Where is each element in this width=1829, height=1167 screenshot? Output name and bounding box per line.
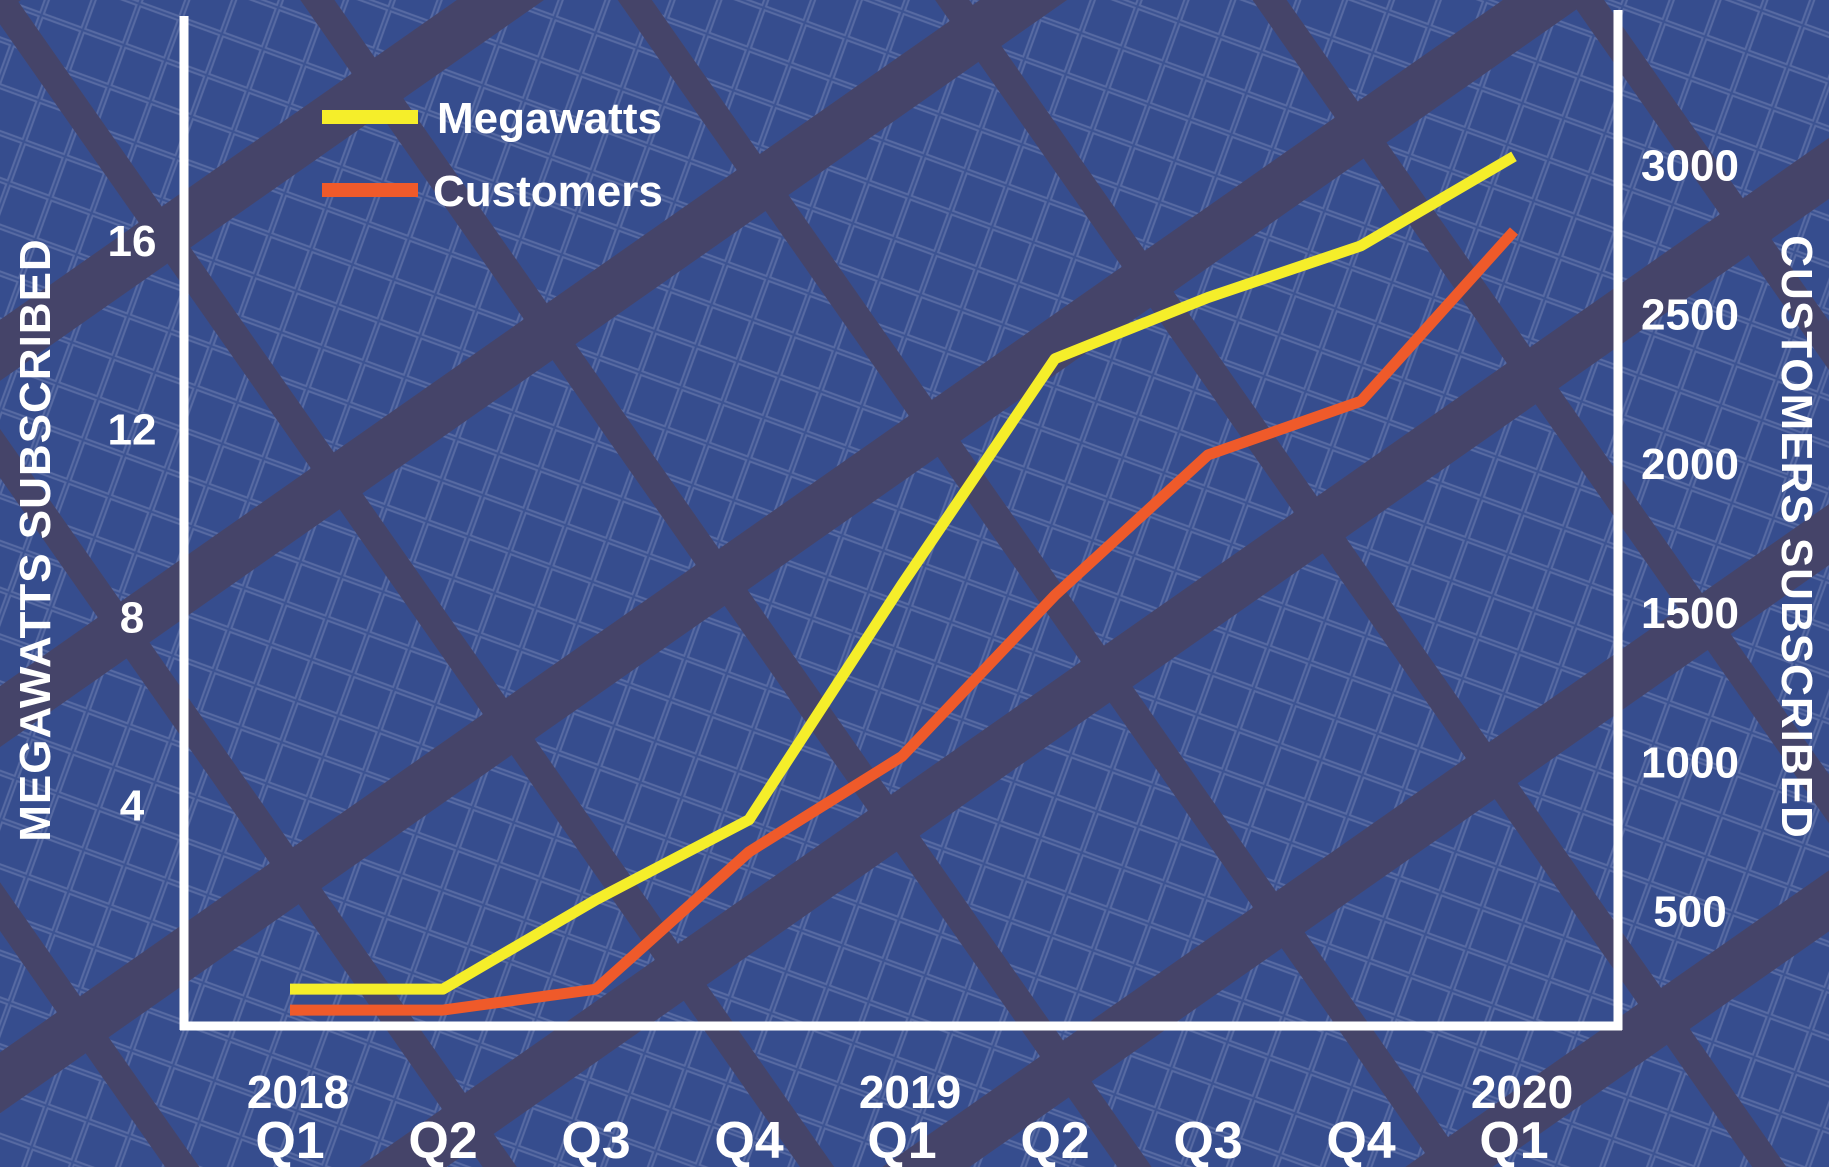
- x-tick-label: Q1: [867, 1112, 936, 1167]
- y-left-ticks: 4 8 12 16: [108, 217, 157, 831]
- x-tick-label: Q1: [1479, 1112, 1548, 1167]
- y-left-tick-label: 12: [108, 405, 157, 454]
- y-right-axis-title: CUSTOMERS SUBSCRIBED: [1772, 235, 1821, 838]
- series-line-customers: [290, 227, 1519, 1016]
- x-tick-label: Q2: [408, 1112, 477, 1167]
- legend-label-customers: Customers: [433, 167, 663, 216]
- y-left-axis-title: MEGAWATTS SUBSCRIBED: [11, 238, 60, 841]
- x-year-label: 2019: [859, 1066, 961, 1118]
- y-right-tick-label: 2500: [1641, 291, 1739, 340]
- legend: Megawatts Customers: [322, 94, 663, 216]
- x-tick-label: Q4: [1326, 1112, 1395, 1167]
- x-tick-label: Q2: [1020, 1112, 1089, 1167]
- x-year-label: 2018: [247, 1066, 349, 1118]
- y-right-tick-label: 3000: [1641, 141, 1739, 190]
- axes-frame: [179, 10, 1623, 1031]
- y-left-tick-label: 4: [120, 782, 145, 831]
- x-tick-label: Q1: [255, 1112, 324, 1167]
- y-right-tick-label: 1500: [1641, 589, 1739, 638]
- x-tick-label: Q3: [1173, 1112, 1242, 1167]
- y-right-tick-label: 500: [1653, 888, 1726, 937]
- y-right-ticks: 500 1000 1500 2000 2500 3000: [1641, 141, 1739, 936]
- x-year-label: 2020: [1471, 1066, 1573, 1118]
- x-tick-label: Q4: [714, 1112, 783, 1167]
- legend-label-megawatts: Megawatts: [437, 94, 662, 143]
- y-right-tick-label: 2000: [1641, 440, 1739, 489]
- y-right-tick-label: 1000: [1641, 738, 1739, 787]
- x-tick-label: Q3: [561, 1112, 630, 1167]
- series-line-megawatts: [290, 151, 1517, 995]
- series-lines: [290, 151, 1519, 1016]
- y-left-tick-label: 8: [120, 593, 144, 642]
- y-left-tick-label: 16: [108, 217, 157, 266]
